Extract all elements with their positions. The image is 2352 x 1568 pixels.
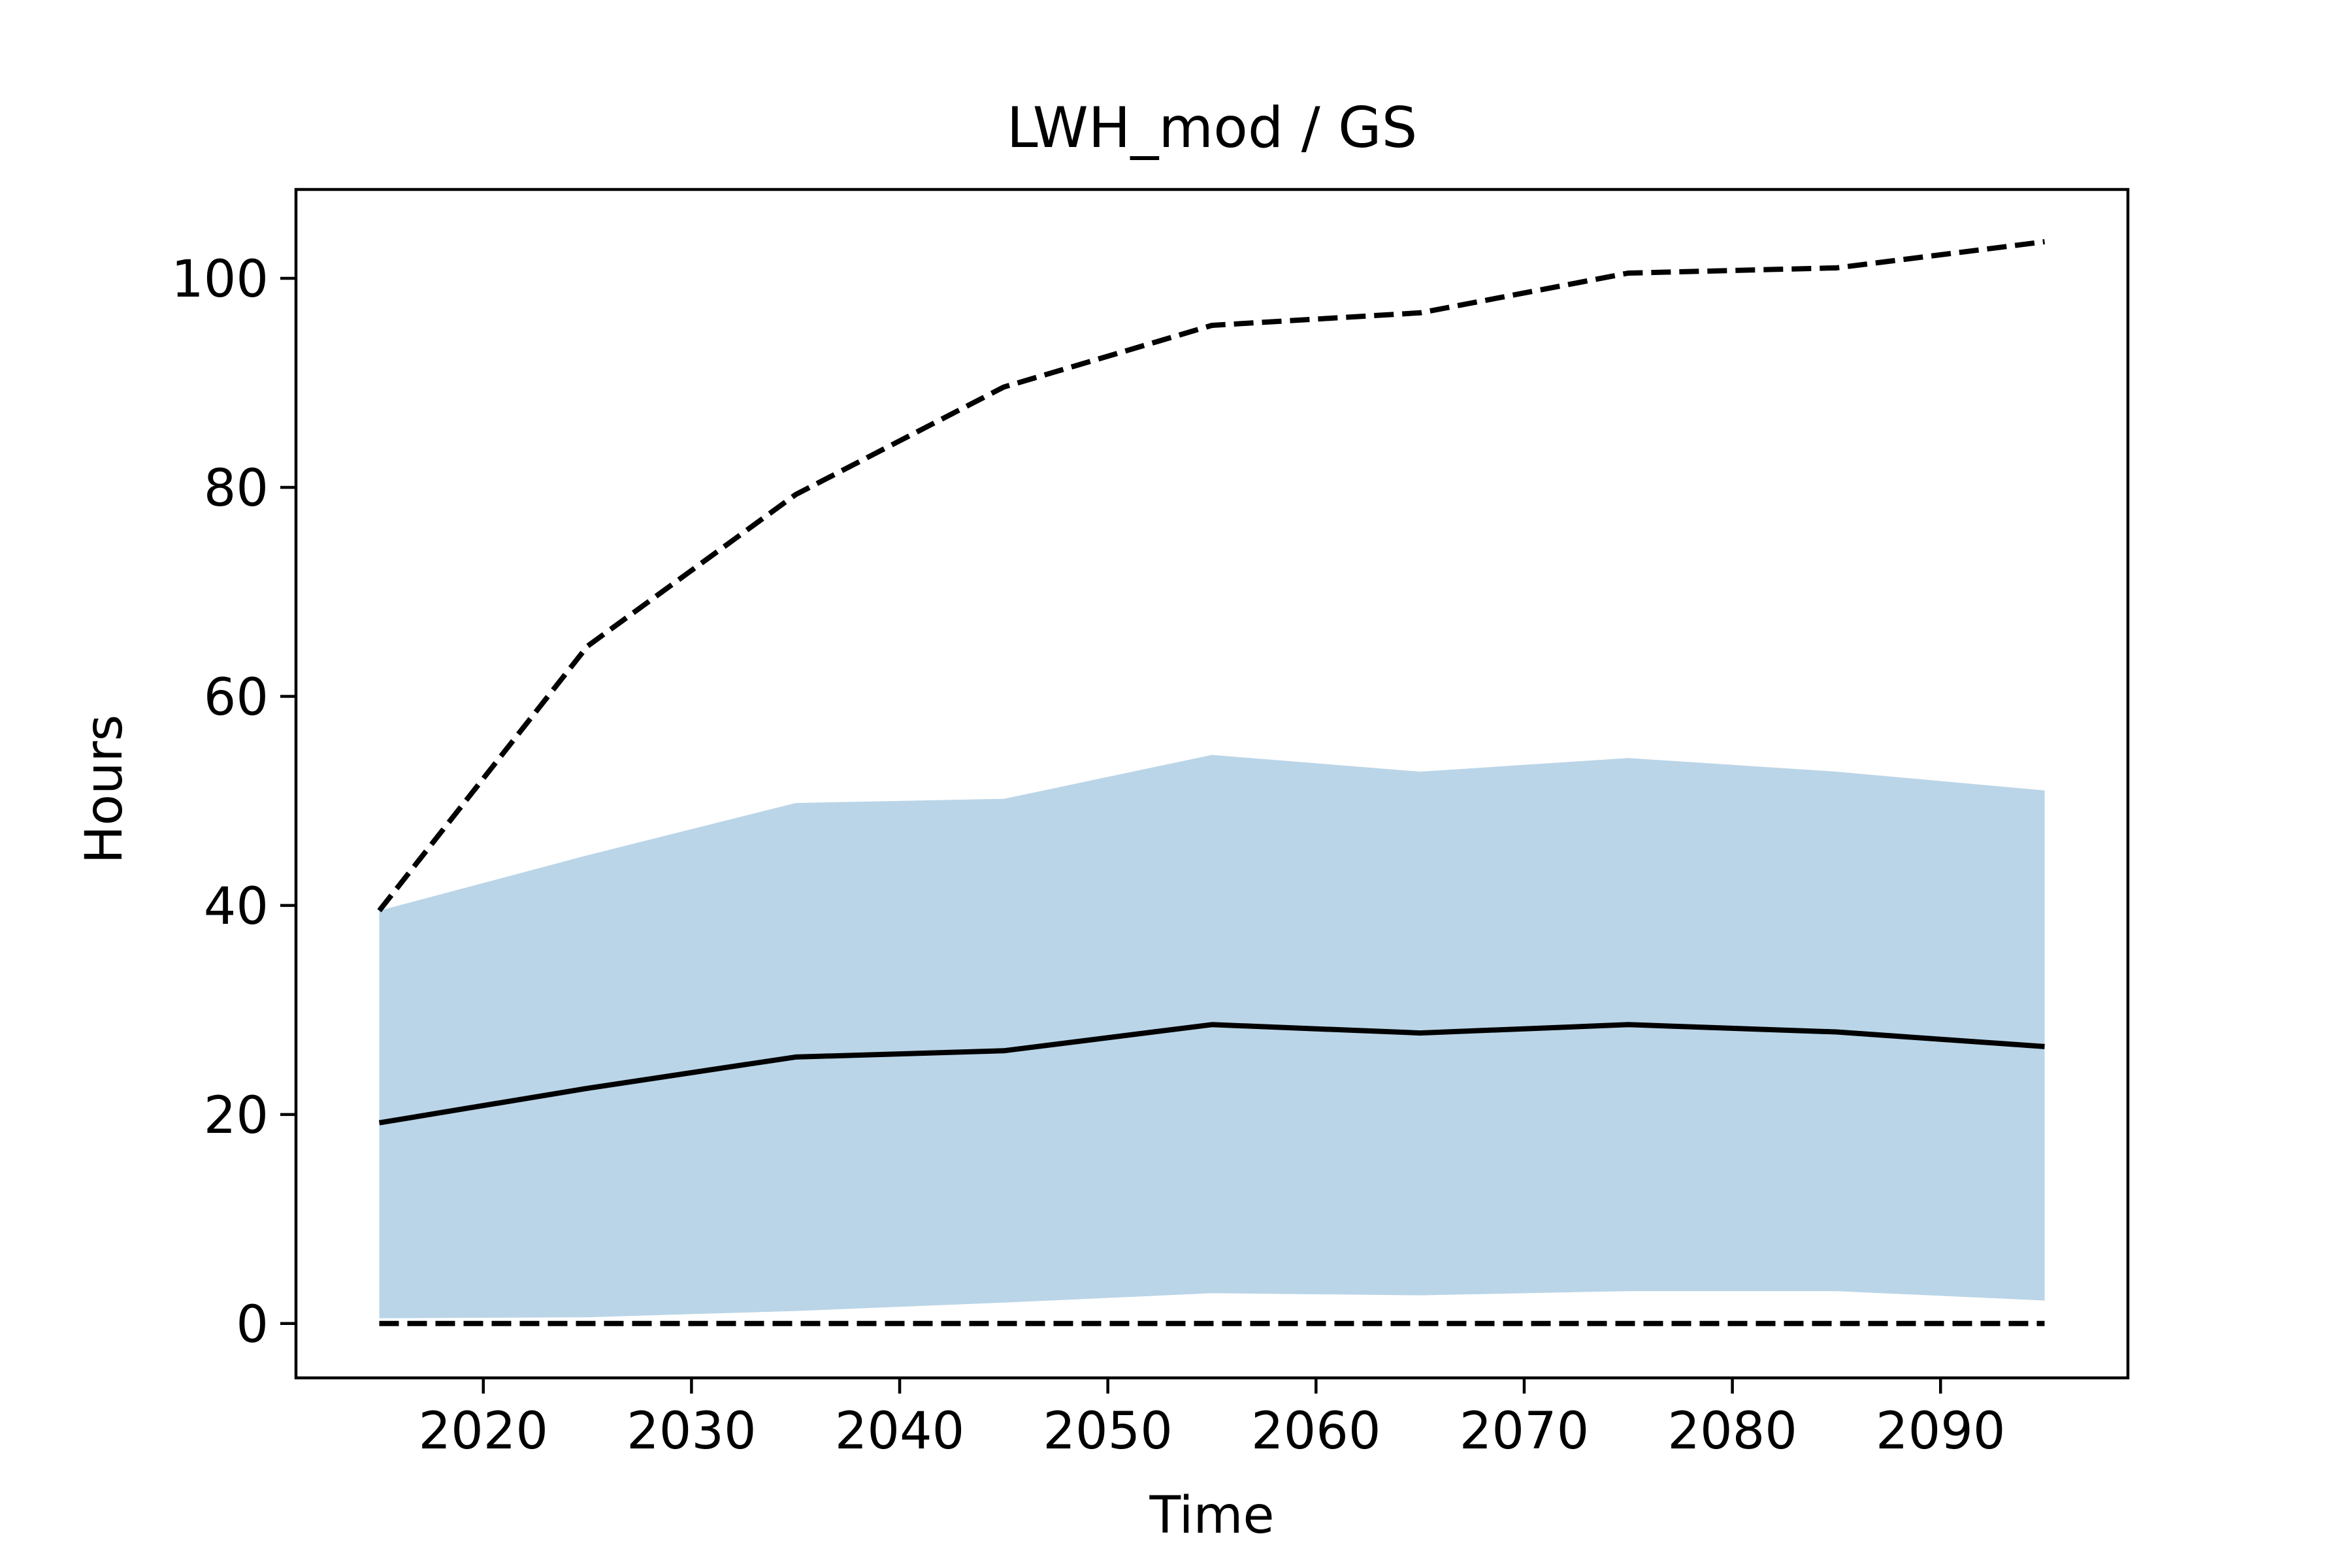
chart-title: LWH_mod / GS bbox=[1007, 95, 1418, 161]
y-tick-label: 100 bbox=[171, 250, 269, 309]
y-axis-label: Hours bbox=[75, 715, 134, 864]
y-tick-label: 60 bbox=[204, 668, 269, 727]
band-layer bbox=[379, 755, 2045, 1318]
y-tick-label: 40 bbox=[204, 877, 269, 936]
y-tick-label: 0 bbox=[236, 1296, 269, 1354]
y-axis: 0 20 40 60 80 100 bbox=[171, 250, 296, 1354]
x-axis-label: Time bbox=[1149, 1486, 1275, 1545]
x-tick-label: 2090 bbox=[1876, 1402, 2006, 1461]
x-tick-label: 2050 bbox=[1043, 1402, 1173, 1461]
x-tick-label: 2080 bbox=[1667, 1402, 1797, 1461]
x-tick-label: 2070 bbox=[1460, 1402, 1590, 1461]
x-tick-label: 2030 bbox=[627, 1402, 757, 1461]
y-tick-label: 20 bbox=[204, 1086, 269, 1145]
x-tick-label: 2020 bbox=[419, 1402, 549, 1461]
series-line-mean bbox=[378, 1022, 2045, 1126]
series-line-max bbox=[377, 239, 2045, 913]
x-tick-label: 2060 bbox=[1251, 1402, 1381, 1461]
plot-frame bbox=[294, 188, 2130, 1380]
x-tick-label: 2040 bbox=[835, 1402, 965, 1461]
series-layer bbox=[377, 239, 2045, 1326]
x-axis: 2020 2030 2040 2050 2060 2070 2080 2090 bbox=[419, 1378, 2006, 1461]
y-tick-label: 80 bbox=[204, 459, 269, 518]
range-band bbox=[379, 755, 2045, 1318]
